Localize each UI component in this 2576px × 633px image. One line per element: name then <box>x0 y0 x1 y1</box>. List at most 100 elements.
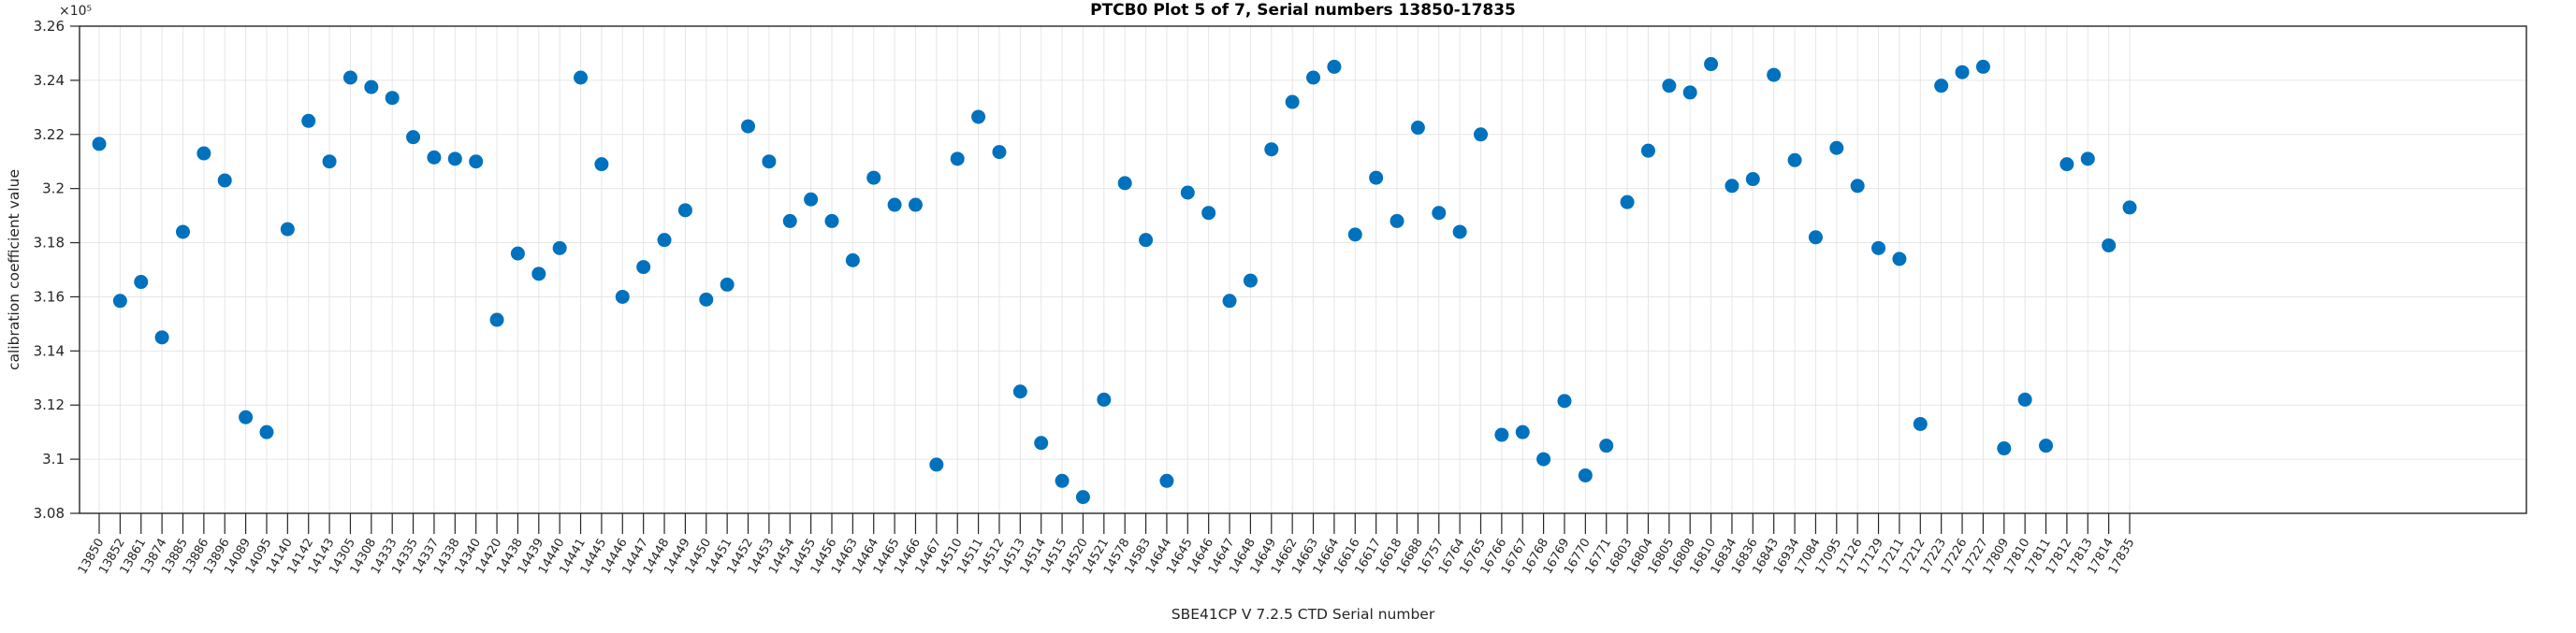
data-point <box>175 224 190 239</box>
data-point <box>1097 392 1112 407</box>
data-point <box>92 137 107 151</box>
data-point <box>1787 152 1802 167</box>
data-point <box>2080 151 2095 166</box>
data-point <box>2017 392 2032 407</box>
data-point <box>259 424 274 439</box>
data-point <box>1975 59 1990 74</box>
y-axis-exponent-label: ×10⁵ <box>59 4 92 19</box>
data-point <box>741 119 756 134</box>
data-point <box>1347 227 1362 242</box>
data-point <box>510 246 525 261</box>
y-axis-label: calibration coefficient value <box>6 169 22 370</box>
data-point <box>657 233 672 248</box>
data-point <box>1745 172 1760 187</box>
data-point <box>762 154 777 169</box>
tick-marks <box>70 25 2131 534</box>
data-point <box>469 154 484 169</box>
data-point <box>2102 237 2117 252</box>
data-point <box>385 91 400 106</box>
x-tick-labels: 1385013852138611387413885138861389614089… <box>76 537 2138 577</box>
data-point <box>1034 436 1049 451</box>
data-point <box>2039 439 2054 453</box>
data-point <box>782 213 797 228</box>
data-point <box>1201 206 1216 221</box>
data-point <box>1012 384 1027 399</box>
data-point <box>1055 473 1070 488</box>
data-point <box>280 222 295 237</box>
data-point <box>322 154 337 169</box>
data-point <box>1075 490 1090 505</box>
data-point <box>1934 79 1949 94</box>
data-point <box>1725 179 1739 194</box>
y-tick-label: 3.18 <box>34 235 65 252</box>
y-tick-label: 3.08 <box>34 505 65 522</box>
data-point <box>720 277 735 292</box>
data-point <box>1515 424 1530 439</box>
data-point <box>1704 57 1719 72</box>
chart-title: PTCB0 Plot 5 of 7, Serial numbers 13850-… <box>1090 1 1516 20</box>
data-point <box>1473 127 1488 142</box>
data-point <box>1767 67 1782 82</box>
data-point <box>364 79 379 94</box>
data-point <box>239 410 254 424</box>
data-point <box>1285 94 1300 109</box>
data-point <box>1494 427 1509 442</box>
x-axis-label: SBE41CP V 7.2.5 CTD Serial number <box>1172 606 1435 623</box>
data-point <box>552 240 567 255</box>
data-point <box>594 157 609 172</box>
data-point <box>1452 224 1467 239</box>
data-point <box>1306 70 1321 85</box>
data-point <box>1369 170 1384 185</box>
data-point <box>1850 179 1865 194</box>
axes <box>79 25 2527 514</box>
data-point <box>1871 240 1886 255</box>
y-tick-label: 3.16 <box>34 288 65 305</box>
data-point <box>1139 233 1154 248</box>
data-point <box>217 173 232 188</box>
data-point <box>134 275 149 290</box>
data-point <box>196 146 211 161</box>
data-point <box>1620 194 1635 209</box>
data-point <box>824 213 839 228</box>
data-point <box>1432 206 1447 221</box>
y-tick-label: 3.14 <box>34 342 65 359</box>
data-point <box>1117 176 1132 191</box>
data-point <box>1410 121 1425 136</box>
data-point <box>154 330 169 345</box>
data-point <box>1557 394 1572 409</box>
data-point <box>636 260 651 275</box>
data-point <box>1536 452 1551 467</box>
data-point <box>1640 143 1655 158</box>
data-point <box>887 197 902 212</box>
data-point <box>1808 230 1823 245</box>
data-point <box>929 457 944 472</box>
data-point <box>406 130 421 145</box>
axes-box <box>79 25 2527 514</box>
data-point <box>866 170 881 185</box>
gridlines <box>80 25 2526 514</box>
data-point <box>1390 213 1404 228</box>
data-point <box>1913 416 1928 431</box>
data-point <box>1159 473 1174 488</box>
y-tick-label: 3.12 <box>34 396 65 413</box>
data-point <box>2059 157 2074 172</box>
data-point <box>2122 200 2137 215</box>
data-point <box>1222 294 1237 309</box>
data-point <box>845 252 860 267</box>
data-point <box>804 192 819 207</box>
data-point <box>908 197 923 212</box>
data-point <box>1682 85 1697 100</box>
data-point <box>1180 185 1195 200</box>
y-tick-label: 3.2 <box>42 180 65 197</box>
data-point <box>301 113 316 128</box>
data-point <box>1892 252 1907 266</box>
data-point <box>971 109 986 124</box>
data-point <box>447 151 462 166</box>
data-point <box>615 289 630 304</box>
data-point <box>489 312 504 327</box>
y-tick-label: 3.22 <box>34 126 65 143</box>
y-tick-label: 3.1 <box>42 451 65 468</box>
data-point <box>950 151 965 166</box>
data-point <box>531 266 546 281</box>
y-tick-labels: 3.26 3.24 3.22 3.2 3.18 3.16 3.14 3.12 3.1 3.08 <box>34 18 65 522</box>
